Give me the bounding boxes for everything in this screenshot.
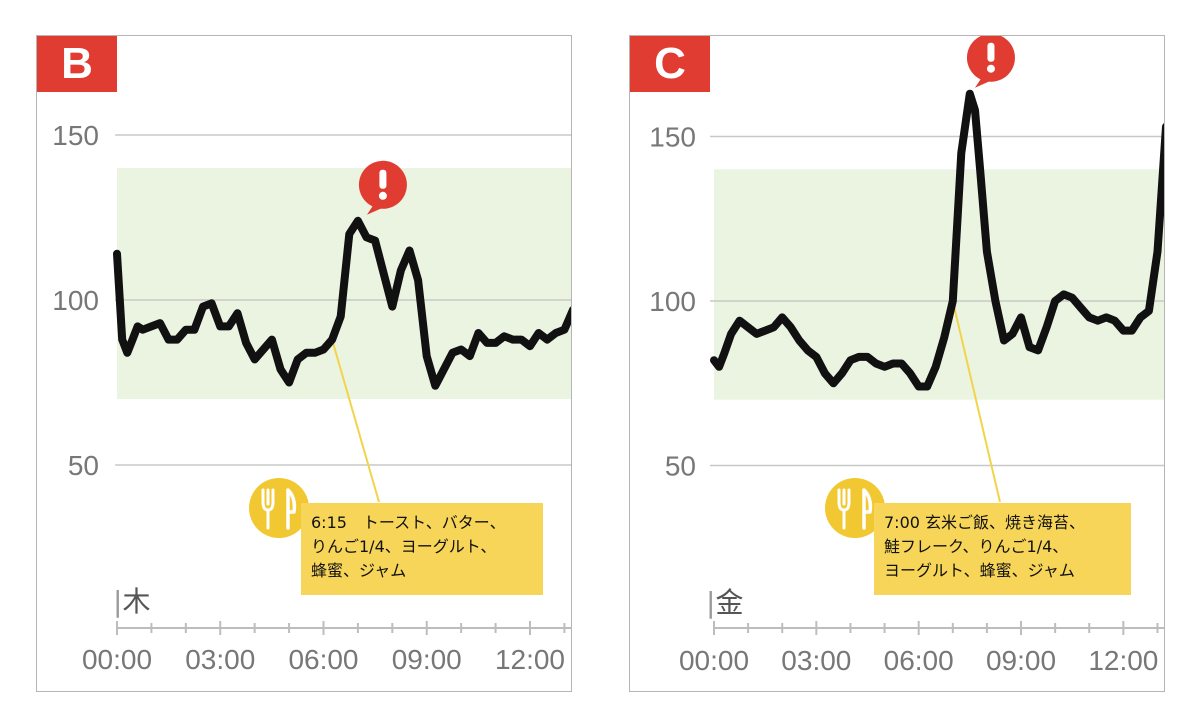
x-tick-label: 09:00 bbox=[392, 644, 462, 675]
meal-connector-line bbox=[951, 300, 1001, 503]
knife-shape bbox=[286, 488, 297, 530]
day-label-text: 金 bbox=[715, 586, 744, 619]
x-tick-label: 06:00 bbox=[884, 645, 954, 676]
y-tick-label: 50 bbox=[68, 450, 99, 481]
y-tick-label: 150 bbox=[52, 120, 99, 151]
alert-bar bbox=[379, 169, 387, 189]
day-divider-mark: | bbox=[113, 585, 123, 618]
glucose-chart-c: 50 100 150 00:00 03:00 06:00 09:00 12:00 bbox=[649, 36, 1164, 676]
day-divider-mark: | bbox=[706, 586, 716, 619]
fork-knife-icon bbox=[825, 478, 885, 538]
y-tick-label: 100 bbox=[649, 286, 696, 317]
meal-note: 7:00 玄米ご飯、焼き海苔、 鮭フレーク、りんご1/4、 ヨーグルト、蜂蜜、ジ… bbox=[874, 503, 1131, 595]
knife-shape bbox=[862, 488, 873, 530]
x-tick-label: 00:00 bbox=[679, 645, 749, 676]
y-tick-label: 100 bbox=[52, 285, 99, 316]
x-tick-label: 00:00 bbox=[82, 644, 152, 675]
x-tick-label: 09:00 bbox=[986, 645, 1056, 676]
fork-shape bbox=[837, 488, 851, 530]
fork-knife-icon bbox=[249, 478, 309, 538]
panel-badge: C bbox=[630, 36, 710, 92]
x-tick-label: 03:00 bbox=[781, 645, 851, 676]
x-tick-label: 03:00 bbox=[185, 644, 255, 675]
day-label: |金 bbox=[706, 581, 743, 621]
meal-connector-line bbox=[331, 339, 380, 503]
glucose-series-line bbox=[113, 216, 571, 390]
exclamation-icon bbox=[966, 36, 1015, 88]
x-tick-label: 06:00 bbox=[288, 644, 358, 675]
fork-shape bbox=[261, 488, 275, 530]
y-tick-label: 150 bbox=[649, 122, 696, 153]
alert-dot bbox=[378, 191, 387, 200]
day-label-text: 木 bbox=[122, 585, 151, 618]
glucose-chart-b: 50 100 150 00:00 03:00 06:00 09:00 12:00 bbox=[52, 120, 571, 675]
alert-dot bbox=[986, 64, 995, 73]
meal-note: 6:15 トースト、バター、 りんご1/4、ヨーグルト、 蜂蜜、ジャム bbox=[301, 503, 543, 595]
chart-panel-c: 50 100 150 00:00 03:00 06:00 09:00 12:00 C |金 7… bbox=[629, 35, 1165, 692]
alert-bar bbox=[987, 42, 995, 62]
x-tick-label: 12:00 bbox=[1088, 645, 1158, 676]
glucose-series-line bbox=[710, 89, 1164, 391]
x-tick-label: 12:00 bbox=[495, 644, 565, 675]
y-tick-label: 50 bbox=[665, 451, 696, 482]
meal-icon-circle bbox=[249, 478, 309, 538]
day-label: |木 bbox=[113, 580, 150, 620]
panel-badge: B bbox=[37, 36, 117, 92]
exclamation-icon bbox=[358, 160, 407, 215]
chart-panel-b: 50 100 150 00:00 03:00 06:00 09:00 12:00 B |木 6… bbox=[36, 35, 572, 692]
